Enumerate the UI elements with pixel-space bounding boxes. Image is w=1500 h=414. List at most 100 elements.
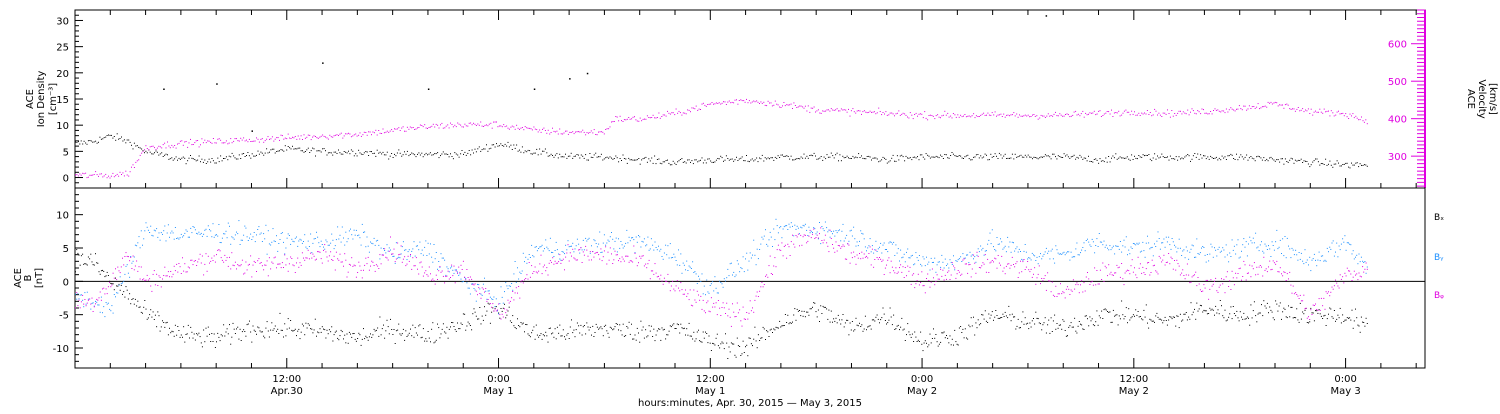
velocity-point — [1031, 116, 1032, 117]
field-point-by — [924, 258, 925, 259]
velocity-point — [577, 131, 578, 132]
field-point-bz — [1033, 274, 1034, 275]
density-point — [505, 144, 506, 145]
field-point-by — [1007, 237, 1008, 238]
density-point — [1296, 161, 1297, 162]
density-point — [670, 164, 671, 165]
density-point — [865, 158, 866, 159]
field-point-by — [533, 256, 534, 257]
field-point-by — [1029, 258, 1030, 259]
field-point-bz — [180, 266, 181, 267]
field-point-bx — [1004, 316, 1005, 317]
field-point-bz — [1018, 277, 1019, 278]
field-point-by — [471, 284, 472, 285]
field-point-bz — [335, 270, 336, 271]
field-point-bx — [879, 322, 880, 323]
density-point — [555, 155, 556, 156]
velocity-point — [821, 113, 822, 114]
field-point-by — [957, 261, 958, 262]
velocity-axis-label-3: [km/s] — [1487, 83, 1498, 115]
velocity-point — [426, 128, 427, 129]
field-point-bz — [672, 281, 673, 282]
velocity-point — [967, 116, 968, 117]
field-point-by — [287, 238, 288, 239]
field-point-bz — [625, 256, 626, 257]
density-point — [460, 153, 461, 154]
field-point-by — [403, 241, 404, 242]
field-point-bx — [1258, 314, 1259, 315]
field-point-bx — [470, 325, 471, 326]
field-point-by — [563, 252, 564, 253]
density-point — [704, 160, 705, 161]
field-point-bz — [637, 265, 638, 266]
density-point — [1108, 156, 1109, 157]
field-point-by — [1349, 244, 1350, 245]
field-point-bx — [187, 333, 188, 334]
velocity-point — [1301, 110, 1302, 111]
field-point-bx — [297, 331, 298, 332]
field-point-bx — [129, 293, 130, 294]
velocity-point — [1009, 115, 1010, 116]
field-point-by — [1274, 250, 1275, 251]
field-point-bx — [296, 335, 297, 336]
velocity-point — [1246, 110, 1247, 111]
velocity-point — [1054, 114, 1055, 115]
field-point-by — [1033, 254, 1034, 255]
density-point — [526, 151, 527, 152]
field-point-bx — [1153, 321, 1154, 322]
field-point-by — [1079, 254, 1080, 255]
velocity-point — [522, 127, 523, 128]
velocity-point — [513, 126, 514, 127]
field-point-bz — [930, 287, 931, 288]
field-point-bz — [195, 260, 196, 261]
density-point — [1189, 155, 1190, 156]
density-point — [512, 149, 513, 150]
field-point-bx — [217, 333, 218, 334]
field-point-bz — [141, 267, 142, 268]
field-point-bz — [731, 326, 732, 327]
density-point — [873, 158, 874, 159]
field-point-bz — [81, 301, 82, 302]
density-point — [1345, 163, 1346, 164]
field-point-bx — [1140, 316, 1141, 317]
velocity-point — [493, 122, 494, 123]
field-point-bx — [1139, 316, 1140, 317]
field-point-by — [658, 246, 659, 247]
density-point — [1107, 162, 1108, 163]
field-point-by — [301, 240, 302, 241]
field-point-bx — [445, 333, 446, 334]
field-point-bx — [1038, 318, 1039, 319]
density-point — [1197, 154, 1198, 155]
field-point-by — [565, 245, 566, 246]
field-point-by — [1287, 238, 1288, 239]
density-point — [808, 158, 809, 159]
density-point — [1291, 158, 1292, 159]
field-point-bx — [746, 345, 747, 346]
field-point-bx — [1281, 319, 1282, 320]
velocity-point — [431, 126, 432, 127]
field-point-by — [421, 253, 422, 254]
density-point — [532, 154, 533, 155]
field-point-by — [178, 239, 179, 240]
field-point-bx — [432, 322, 433, 323]
density-point — [579, 158, 580, 159]
field-point-bz — [117, 267, 118, 268]
density-outlier-point — [216, 83, 218, 85]
field-point-bx — [280, 313, 281, 314]
field-point-by — [644, 238, 645, 239]
field-point-bx — [947, 338, 948, 339]
field-point-by — [885, 249, 886, 250]
field-point-bz — [268, 275, 269, 276]
field-point-bx — [379, 317, 380, 318]
field-point-bz — [840, 248, 841, 249]
density-point — [806, 156, 807, 157]
velocity-point — [1041, 115, 1042, 116]
field-point-by — [1288, 246, 1289, 247]
density-point — [877, 159, 878, 160]
field-point-bz — [799, 245, 800, 246]
field-point-bz — [719, 308, 720, 309]
velocity-point — [375, 130, 376, 131]
field-point-bx — [911, 337, 912, 338]
field-point-by — [123, 281, 124, 282]
field-point-bz — [508, 300, 509, 301]
